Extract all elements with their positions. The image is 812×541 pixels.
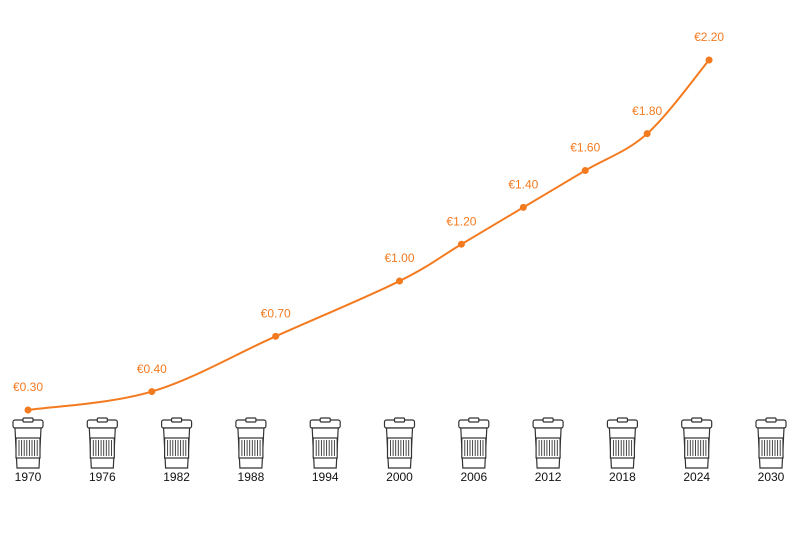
value-label: €0.40 <box>137 362 167 376</box>
x-tick-label: 2030 <box>758 470 785 484</box>
x-tick-label: 1994 <box>312 470 339 484</box>
x-tick-label: 1970 <box>15 470 42 484</box>
x-tick-label: 2000 <box>386 470 413 484</box>
cup-icon <box>681 417 713 469</box>
cup-sleeve <box>238 437 264 459</box>
point <box>705 56 713 64</box>
point <box>643 130 651 138</box>
x-tick-label: 2012 <box>535 470 562 484</box>
cup-icon <box>458 417 490 469</box>
cup-icon <box>755 417 787 469</box>
cup-sleeve <box>535 437 561 459</box>
cup-icon <box>235 417 267 469</box>
value-label: €0.30 <box>13 380 43 394</box>
value-label: €1.80 <box>632 104 662 118</box>
cup-sleeve <box>312 437 338 459</box>
cup-lid-top <box>393 417 406 423</box>
cup-icon <box>12 417 44 469</box>
cup-lid-top <box>616 417 629 423</box>
value-label: €0.70 <box>261 306 291 320</box>
x-tick-label: 1988 <box>238 470 265 484</box>
cup-icon <box>532 417 564 469</box>
point <box>457 240 465 248</box>
value-label: €1.00 <box>384 251 414 265</box>
point <box>396 277 403 285</box>
cup-lid-top <box>96 417 108 423</box>
point <box>272 332 280 340</box>
point <box>24 406 32 414</box>
cup-sleeve <box>386 437 413 459</box>
cup-sleeve <box>164 437 190 459</box>
price-line <box>27 59 710 411</box>
x-tick-label: 1976 <box>89 470 116 484</box>
cup-sleeve <box>684 437 710 459</box>
point <box>581 167 589 175</box>
x-tick-label: 2024 <box>683 470 710 484</box>
cup-sleeve <box>758 437 784 459</box>
x-tick-label: 2018 <box>609 470 636 484</box>
x-tick-label: 1982 <box>163 470 190 484</box>
cup-sleeve <box>89 437 115 459</box>
value-label: €1.40 <box>508 178 538 192</box>
x-tick-label: 2006 <box>460 470 487 484</box>
cup-lid-top <box>691 417 703 423</box>
cup-icon <box>86 417 118 469</box>
cup-lid-top <box>542 417 554 423</box>
cup-icon <box>161 417 193 469</box>
cup-lid-top <box>245 417 257 423</box>
point <box>519 203 527 211</box>
cup-lid-top <box>319 417 331 423</box>
cup-icon <box>606 417 639 469</box>
cup-sleeve <box>15 437 41 459</box>
value-label: €1.20 <box>446 214 476 228</box>
point <box>148 388 156 396</box>
cup-lid-top <box>765 417 777 423</box>
cup-sleeve <box>609 437 636 459</box>
cup-icon <box>383 417 416 469</box>
cup-lid-top <box>171 417 183 423</box>
cup-lid-top <box>22 417 34 423</box>
cup-icon <box>309 417 341 469</box>
value-label: €1.60 <box>570 141 600 155</box>
value-label: €2.20 <box>694 30 724 44</box>
cup-lid-top <box>468 417 480 423</box>
cup-sleeve <box>461 437 487 459</box>
